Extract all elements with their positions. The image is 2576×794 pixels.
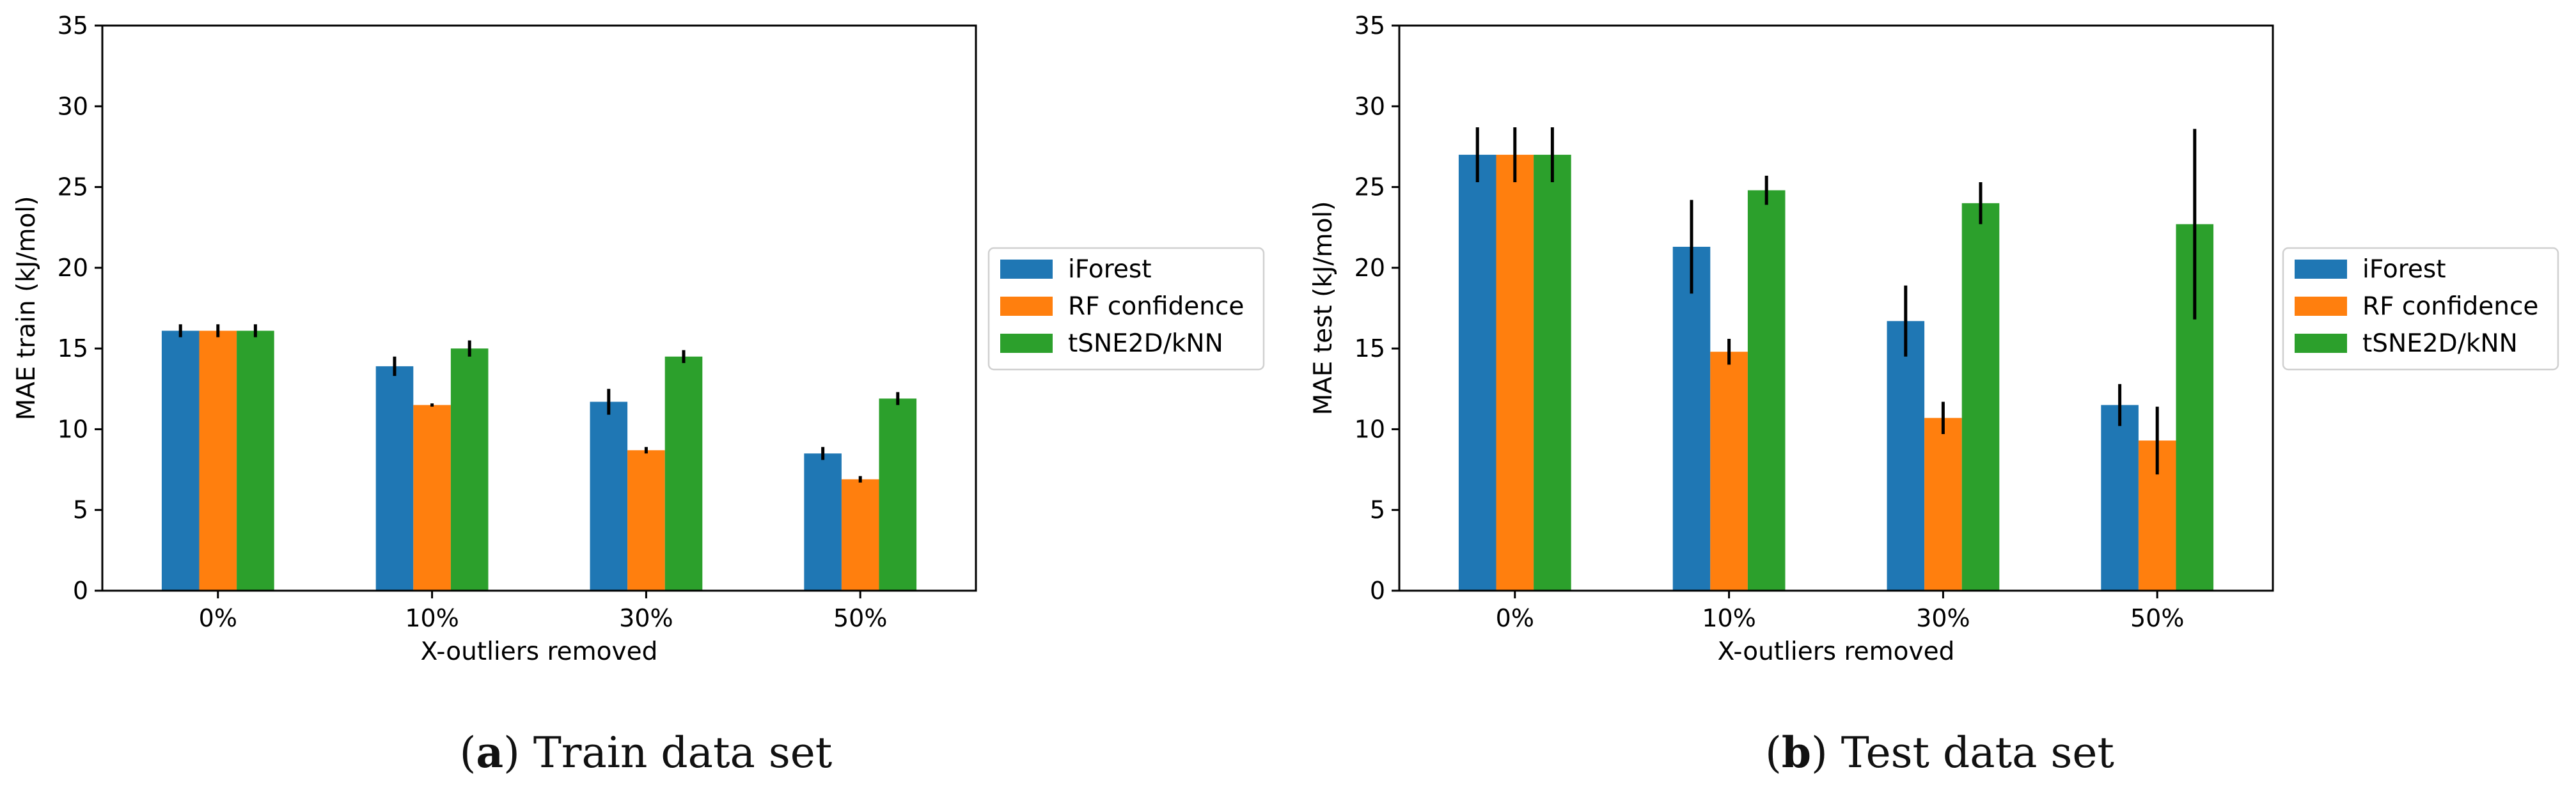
chart-panel-a: 0 5 10 15 20 25 30 35 0% 10% 30% 50% X-outliers remo… (12, 12, 1265, 777)
x-tick-label: 50% (2130, 604, 2184, 632)
x-tick-label: 50% (833, 604, 887, 632)
legend-swatch-rf-confidence (1000, 297, 1053, 316)
y-tick-label: 25 (58, 173, 88, 201)
caption-paren-close: ) (503, 728, 520, 777)
y-tick-label: 10 (1355, 415, 1385, 443)
legend: iForest RF confidence tSNE2D/kNN (2282, 247, 2559, 371)
legend: iForest RF confidence tSNE2D/kNN (987, 247, 1265, 371)
bar-iforest-1 (1672, 247, 1711, 591)
bar-rf-confidence-1 (413, 405, 451, 591)
x-tick-label: 10% (405, 604, 459, 632)
x-tick-label: 0% (199, 604, 237, 632)
x-tick-label: 30% (619, 604, 673, 632)
axes-frame (101, 24, 977, 592)
x-axis-label: X-outliers removed (1718, 637, 1955, 666)
y-tick-label: 5 (1370, 496, 1385, 524)
y-tick-label: 15 (1355, 334, 1385, 362)
y-tick-label: 0 (1370, 577, 1385, 605)
legend-box (987, 247, 1265, 371)
bar-iforest-0 (1458, 155, 1496, 591)
y-tick-label: 35 (1355, 12, 1385, 40)
y-axis-label: MAE train (kJ/mol) (12, 196, 41, 421)
bar-tsne2d-knn-2 (1961, 203, 2000, 591)
legend-swatch-tsne2d-knn (1000, 334, 1053, 353)
bar-tsne2d-knn-1 (450, 348, 489, 591)
legend-box (2282, 247, 2559, 371)
legend-label: RF confidence (2362, 292, 2538, 321)
bar-rf-confidence-1 (1710, 352, 1748, 591)
panel-caption: (a) Train data set (460, 728, 833, 777)
y-tick-label: 20 (1355, 254, 1385, 282)
bar-tsne2d-knn-3 (879, 398, 917, 591)
y-tick-label: 20 (58, 254, 88, 282)
caption-paren-open: ( (1765, 728, 1782, 777)
x-axis-label: X-outliers removed (421, 637, 658, 666)
legend-swatch-iforest (1000, 260, 1053, 279)
panel-caption: (b) Test data set (1765, 728, 2114, 777)
axes-frame (1398, 24, 2274, 592)
bar-rf-confidence-2 (627, 450, 665, 591)
bar-rf-confidence-0 (1496, 155, 1534, 591)
legend-swatch-iforest (2295, 260, 2347, 279)
caption-paren-open: ( (460, 728, 476, 777)
legend-label: RF confidence (1068, 292, 1244, 321)
bar-tsne2d-knn-0 (237, 331, 274, 591)
legend-swatch-tsne2d-knn (2295, 334, 2347, 353)
x-tick-label: 30% (1916, 604, 1970, 632)
y-tick-label: 35 (58, 12, 88, 40)
y-axis-label: MAE test (kJ/mol) (1309, 201, 1338, 415)
y-tick-label: 0 (73, 577, 88, 605)
bar-iforest-1 (375, 366, 414, 591)
bar-tsne2d-knn-0 (1534, 155, 1571, 591)
y-tick-label: 5 (73, 496, 88, 524)
y-tick-label: 10 (58, 415, 88, 443)
x-tick-label: 0% (1496, 604, 1534, 632)
chart-panel-b: 0 5 10 15 20 25 30 35 0% 10% 30% 50% X-outliers remo… (1309, 12, 2559, 777)
bar-iforest-2 (590, 401, 628, 591)
caption-text: Train data set (520, 728, 832, 777)
bar-iforest-3 (804, 453, 842, 591)
bar-rf-confidence-0 (199, 331, 237, 591)
caption-paren-close: ) (1811, 728, 1828, 777)
x-tick-label: 10% (1702, 604, 1755, 632)
y-tick-label: 30 (1355, 92, 1385, 120)
bar-iforest-0 (161, 331, 200, 591)
legend-swatch-rf-confidence (2295, 297, 2347, 316)
caption-text: Test data set (1828, 728, 2114, 777)
bar-tsne2d-knn-1 (1747, 190, 1786, 591)
bar-tsne2d-knn-2 (664, 356, 703, 591)
bar-iforest-2 (1887, 321, 1925, 591)
legend-label: iForest (1068, 255, 1152, 284)
bar-rf-confidence-2 (1924, 417, 1962, 591)
bar-rf-confidence-3 (841, 479, 879, 591)
bar-iforest-3 (2101, 405, 2139, 591)
legend-label: tSNE2D/kNN (2362, 329, 2518, 358)
caption-letter: b (1782, 728, 1811, 777)
legend-label: tSNE2D/kNN (1068, 329, 1223, 358)
y-tick-label: 15 (58, 334, 88, 362)
caption-letter: a (476, 728, 503, 777)
y-tick-label: 30 (58, 92, 88, 120)
y-tick-label: 25 (1355, 173, 1385, 201)
legend-label: iForest (2362, 255, 2446, 284)
